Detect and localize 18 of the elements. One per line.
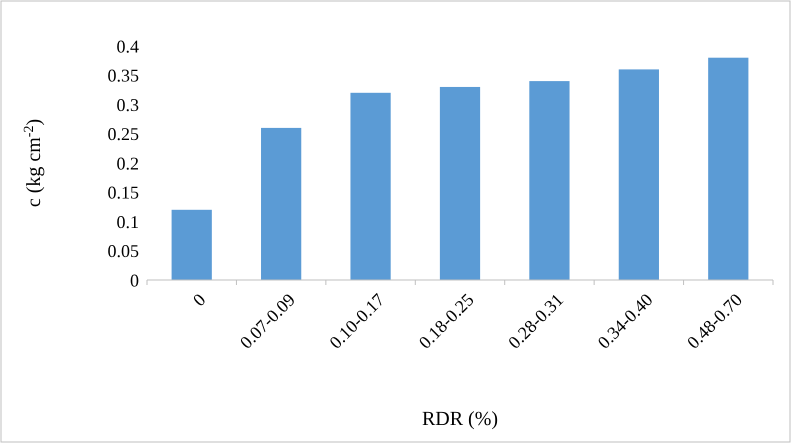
bar — [350, 92, 391, 280]
bar — [618, 69, 659, 280]
y-tick-label: 0.05 — [108, 241, 139, 262]
bar — [261, 128, 302, 280]
y-tick-label: 0.25 — [108, 124, 139, 144]
x-axis-title: RDR (%) — [422, 408, 498, 430]
bar — [708, 58, 748, 280]
bar — [172, 210, 212, 280]
y-tick-label: 0.3 — [116, 94, 139, 115]
bar — [440, 86, 480, 280]
y-tick-label: 0.15 — [108, 182, 139, 203]
y-tick-label: 0 — [130, 270, 139, 290]
x-tick-label: 0 — [188, 290, 210, 310]
y-tick-label: 0.35 — [108, 66, 139, 86]
y-tick-label: 0.4 — [116, 36, 139, 56]
bar — [529, 81, 570, 280]
y-tick-label: 0.1 — [116, 212, 139, 232]
y-tick-label: 0.2 — [116, 153, 139, 174]
